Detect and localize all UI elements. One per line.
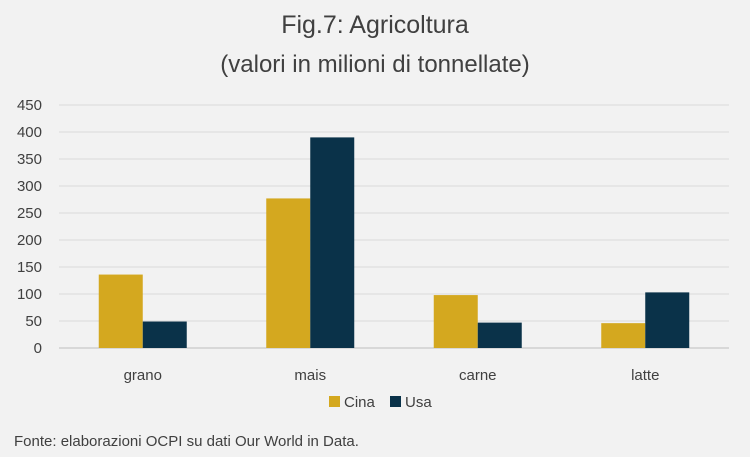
y-tick-label-3: 150	[17, 259, 42, 276]
bar-cina-carne	[433, 295, 478, 348]
bar-usa-grano	[142, 321, 187, 348]
y-tick-label-7: 350	[17, 151, 42, 168]
chart-title: Fig.7: Agricoltura	[281, 11, 469, 39]
y-tick-label-9: 450	[17, 97, 42, 114]
legend-label-cina: Cina	[344, 394, 376, 411]
x-tick-label-latte: latte	[631, 367, 659, 384]
legend: Cina Usa	[329, 394, 432, 411]
source-note: Fonte: elaborazioni OCPI su dati Our Wor…	[14, 433, 359, 450]
bar-cina-grano	[98, 274, 143, 348]
bar-usa-latte	[645, 292, 690, 348]
bar-usa-mais	[310, 137, 355, 348]
x-tick-label-mais: mais	[294, 367, 326, 384]
x-tick-label-grano: grano	[124, 367, 162, 384]
bars	[98, 137, 690, 348]
grid-lines	[59, 104, 729, 349]
y-tick-label-8: 400	[17, 124, 42, 141]
y-tick-label-5: 250	[17, 205, 42, 222]
bar-cina-latte	[601, 323, 646, 348]
legend-label-usa: Usa	[405, 394, 432, 411]
y-tick-label-0: 0	[34, 340, 42, 357]
bar-chart: 0 50 100 150 200 250 300 350 400 450 grano mais car…	[17, 97, 729, 411]
legend-swatch-cina	[329, 396, 340, 407]
x-axis-tick-labels: grano mais carne latte	[124, 367, 660, 384]
y-tick-label-1: 50	[25, 313, 42, 330]
y-tick-label-6: 300	[17, 178, 42, 195]
bar-cina-mais	[266, 198, 311, 348]
y-tick-label-2: 100	[17, 286, 42, 303]
y-tick-label-4: 200	[17, 232, 42, 249]
x-tick-label-carne: carne	[459, 367, 497, 384]
y-axis-tick-labels: 0 50 100 150 200 250 300 350 400 450	[17, 97, 42, 357]
bar-usa-carne	[477, 322, 522, 348]
legend-swatch-usa	[390, 396, 401, 407]
chart-subtitle: (valori in milioni di tonnellate)	[220, 51, 530, 78]
